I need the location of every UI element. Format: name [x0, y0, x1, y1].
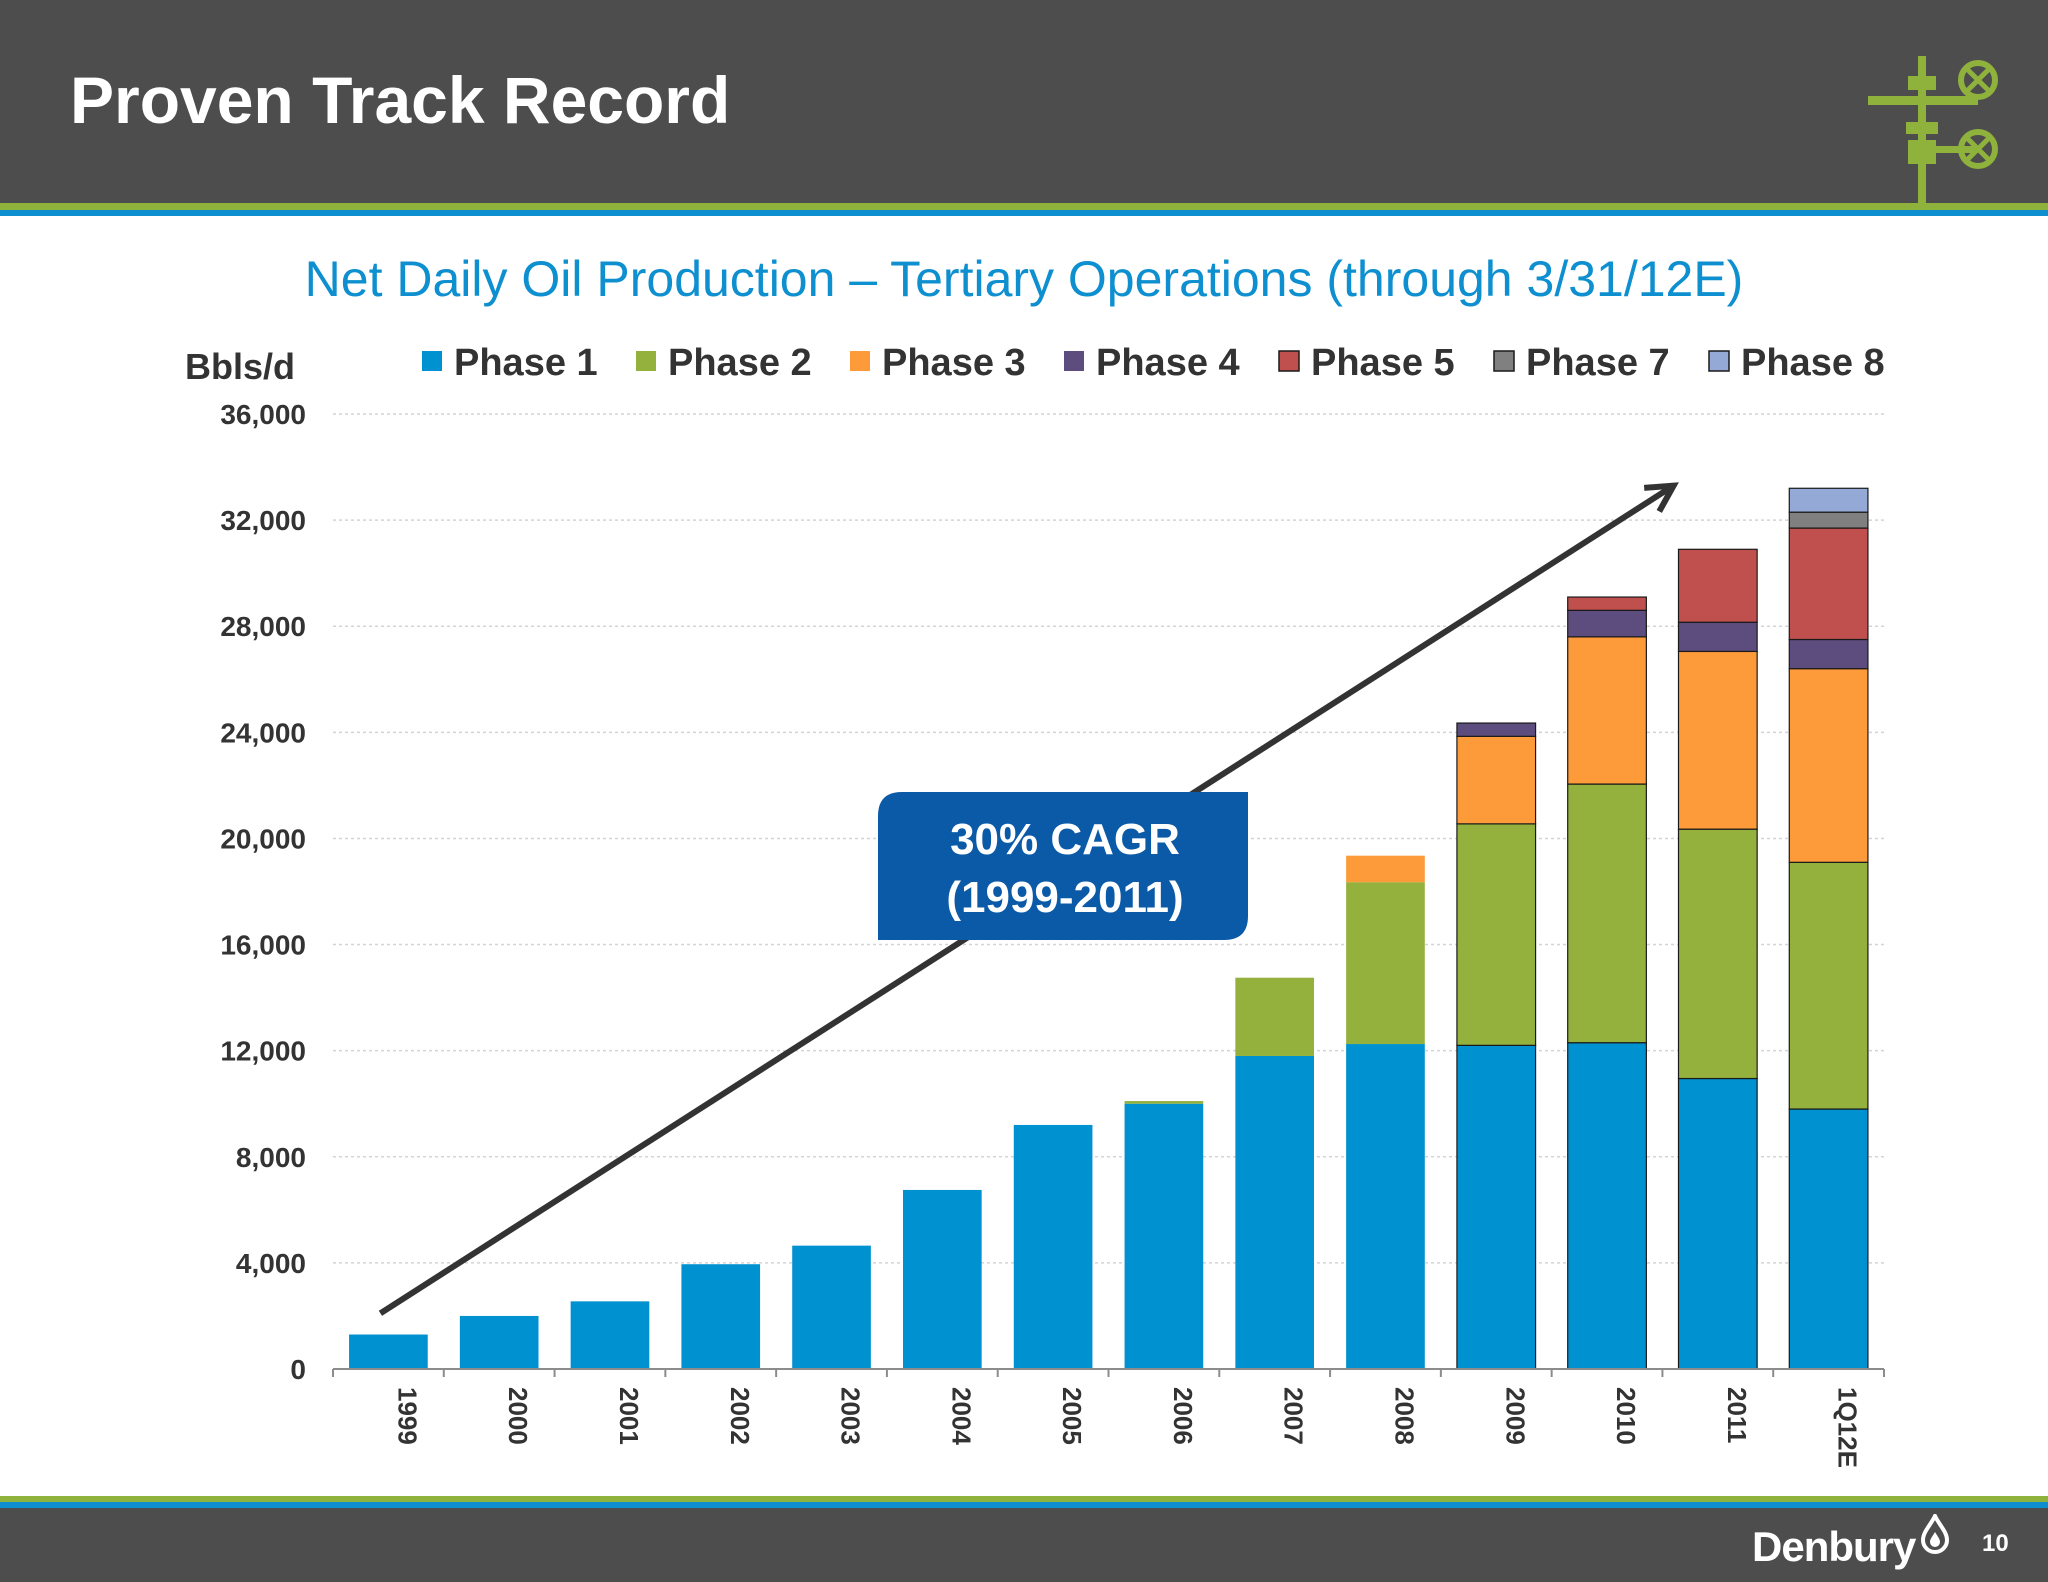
bar-segment — [1567, 1042, 1647, 1370]
y-tick-label: 8,000 — [236, 1142, 306, 1173]
bar-segment — [1677, 650, 1758, 830]
footer-bar — [0, 1508, 2048, 1582]
bar-segment — [1235, 1055, 1315, 1369]
bar-segment — [1456, 722, 1537, 737]
bar-segment — [1677, 621, 1758, 653]
y-axis-label: Bbls/d — [185, 346, 295, 387]
x-tick-label: 1Q12E — [1833, 1387, 1863, 1468]
x-tick-label: 2011 — [1722, 1387, 1752, 1443]
bar-segment — [1677, 828, 1758, 1080]
bar-segment — [1013, 1124, 1093, 1369]
bar-segment — [1788, 861, 1869, 1110]
legend-swatch — [636, 351, 656, 371]
bar-segment — [1567, 636, 1647, 785]
bar-segment — [1456, 823, 1537, 1046]
legend-swatch — [422, 351, 442, 371]
x-tick-label: 2006 — [1168, 1387, 1198, 1445]
y-tick-label: 0 — [290, 1354, 306, 1385]
x-tick-label: 2007 — [1279, 1387, 1309, 1445]
page-number: 10 — [1982, 1530, 2009, 1557]
bar-segment — [1567, 783, 1647, 1044]
slide-title: Proven Track Record — [70, 63, 731, 137]
legend-swatch — [1278, 350, 1300, 372]
wellhead-valve-icon — [1868, 56, 1998, 204]
legend-label: Phase 3 — [882, 342, 1026, 384]
bar-segment — [1677, 1077, 1758, 1370]
bar-segment — [459, 1315, 539, 1369]
brand-logo-text: Denbury — [1752, 1523, 1916, 1570]
bar-segment — [1346, 855, 1425, 883]
bar-segment — [902, 1189, 982, 1369]
y-tick-label: 28,000 — [220, 611, 306, 642]
bar-segment — [1788, 511, 1869, 529]
trend-arrowhead — [1643, 482, 1679, 513]
bar-segment — [1567, 609, 1647, 638]
bar-segment — [1567, 596, 1647, 611]
bar-segment — [1677, 548, 1758, 623]
legend-swatch — [1708, 350, 1730, 372]
bar-segment — [1124, 1103, 1204, 1369]
y-tick-label: 12,000 — [220, 1036, 306, 1067]
bars — [349, 487, 1869, 1370]
bar-segment — [1346, 882, 1425, 1045]
y-tick-label: 20,000 — [220, 823, 306, 854]
legend: Phase 1 Phase 2 Phase 3 Phase 4 Phase 5 Phase… — [422, 342, 1885, 384]
header-green-stripe — [0, 203, 2048, 210]
y-tick-label: 32,000 — [220, 505, 306, 536]
x-tick-label: 2002 — [725, 1387, 755, 1445]
legend-label: Phase 2 — [668, 342, 812, 384]
bar-segment — [1346, 1044, 1425, 1369]
bar-segment — [349, 1334, 428, 1369]
x-tick-label: 2003 — [836, 1387, 866, 1445]
x-tick-label: 2001 — [614, 1387, 644, 1445]
cagr-callout-box — [878, 792, 1248, 940]
bar-segment — [570, 1301, 650, 1369]
stacked-bar-chart: 0 4,000 8,000 12,000 16,000 20,000 24,000 28,00… — [185, 342, 1885, 1468]
header-blue-stripe — [0, 210, 2048, 216]
x-tick-label: 2000 — [503, 1387, 533, 1445]
bar-segment — [1788, 638, 1869, 670]
bar-segment — [1235, 977, 1315, 1056]
bar-segment — [1124, 1101, 1204, 1104]
legend-swatch — [850, 351, 870, 371]
bar-segment — [792, 1245, 871, 1369]
cagr-callout-text: (1999-2011) — [946, 873, 1183, 922]
y-tick-label: 24,000 — [220, 717, 306, 748]
legend-label: Phase 5 — [1311, 342, 1455, 384]
legend-label: Phase 1 — [454, 342, 598, 384]
legend-swatch — [1064, 351, 1084, 371]
bar-segment — [1788, 668, 1869, 863]
legend-label: Phase 7 — [1526, 342, 1670, 384]
bar-segment — [1456, 735, 1537, 825]
bar-segment — [1788, 487, 1869, 513]
x-tick-label: 2008 — [1389, 1387, 1419, 1445]
bar-segment — [681, 1264, 761, 1369]
cagr-callout: 30% CAGR (1999-2011) — [878, 792, 1248, 940]
bar-segment — [1788, 527, 1869, 641]
legend-swatch — [1493, 350, 1515, 372]
axes — [332, 1368, 1885, 1377]
x-tick-label: 1999 — [392, 1387, 422, 1445]
x-tick-label: 2010 — [1611, 1387, 1641, 1445]
y-tick-label: 16,000 — [220, 930, 306, 961]
axis-labels: 0 4,000 8,000 12,000 16,000 20,000 24,000 28,00… — [185, 346, 1863, 1468]
y-tick-label: 36,000 — [220, 399, 306, 430]
bar-segment — [1456, 1044, 1537, 1370]
cagr-callout-text: 30% CAGR — [950, 815, 1180, 864]
legend-label: Phase 8 — [1741, 342, 1885, 384]
oil-drop-flame-icon — [1920, 1514, 1950, 1554]
legend-label: Phase 4 — [1096, 342, 1240, 384]
x-tick-label: 2004 — [946, 1387, 976, 1445]
y-tick-label: 4,000 — [236, 1248, 306, 1279]
x-tick-label: 2009 — [1500, 1387, 1530, 1445]
chart-title: Net Daily Oil Production – Tertiary Oper… — [304, 251, 1744, 307]
bar-segment — [1788, 1108, 1869, 1370]
footer-blue-stripe — [0, 1502, 2048, 1508]
footer-green-stripe — [0, 1496, 2048, 1502]
x-tick-label: 2005 — [1057, 1387, 1087, 1445]
title-bar — [0, 0, 2048, 203]
